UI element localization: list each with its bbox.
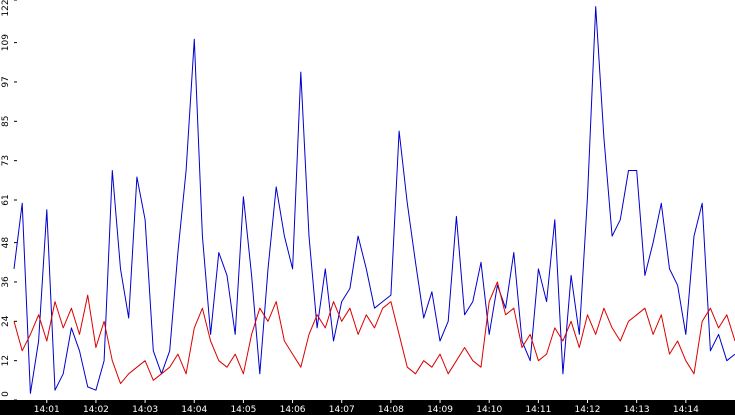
x-tick-label: 14:12 [575,405,601,415]
x-tick-label: 14:09 [427,405,453,415]
y-tick-label: 48 [1,237,11,249]
series-lines [13,6,735,394]
x-tick-label: 14:08 [378,405,404,415]
y-tick-label: 12 [1,355,11,366]
series-line-2 [13,281,735,385]
y-tick-label: 85 [1,116,11,127]
y-tick-label: 61 [1,194,11,205]
x-tick-label: 14:02 [83,405,109,415]
plot-background [0,0,735,400]
x-tick-label: 14:13 [624,405,650,415]
x-tick-label: 14:07 [329,405,355,415]
y-tick-label: 122 [1,0,11,17]
y-tick-label: 36 [1,276,11,288]
y-tick-label: 73 [1,155,11,166]
x-tick-label: 14:05 [230,405,256,415]
x-tick-label: 14:04 [181,405,207,415]
x-tick-label: 14:03 [132,405,158,415]
x-tick-label: 14:14 [673,405,699,415]
y-tick-label: 24 [1,315,11,327]
x-tick-label: 14:06 [280,405,306,415]
x-tick-label: 14:01 [34,405,60,415]
series-line-1 [13,6,735,394]
y-axis: 0 12 24 36 48 61 73 85 97 109 122 [1,0,17,401]
y-tick-label: 109 [1,34,11,51]
x-axis-band [0,400,735,415]
x-tick-label: 14:10 [476,405,502,415]
x-axis: 14:01 14:02 14:03 14:04 14:05 14:06 14:07 14:08… [34,396,699,415]
x-tick-label: 14:11 [525,405,551,415]
y-tick-label: 97 [1,76,11,87]
y-tick-label: 0 [1,391,11,397]
